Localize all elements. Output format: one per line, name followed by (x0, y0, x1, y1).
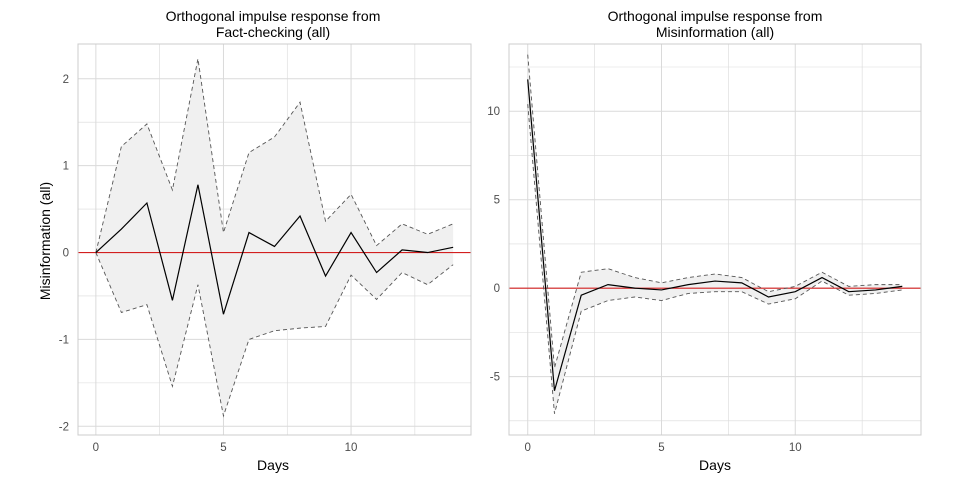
series-layer (527, 54, 903, 414)
series-layer (95, 58, 454, 418)
x-tick-label: 0 (525, 442, 531, 454)
x-tick-labels: 0 5 10 (93, 442, 358, 454)
x-tick-label: 10 (789, 442, 802, 454)
y-tick-label: 2 (63, 74, 69, 86)
lower-bound-line (95, 252, 454, 418)
y-tick-labels: -5 0 5 10 (487, 106, 500, 383)
lower-bound-line (527, 104, 903, 414)
chart-title-line-2: Fact-checking (all) (216, 24, 330, 40)
y-tick-label: -2 (59, 421, 69, 433)
x-tick-label: 10 (345, 442, 358, 454)
chart-title-line-1: Orthogonal impulse response from (608, 8, 823, 24)
grid (509, 44, 921, 435)
impulse-response-line (95, 184, 454, 315)
panel-frame (508, 43, 922, 436)
y-tick-label: 1 (63, 161, 69, 173)
y-tick-label: -1 (59, 334, 69, 346)
panel-border (77, 43, 472, 436)
x-axis-title: Days (257, 457, 289, 473)
y-tick-labels: -2 -1 0 1 2 (59, 74, 69, 434)
y-tick-label: 10 (487, 106, 500, 118)
x-tick-label: 0 (93, 442, 99, 454)
y-tick-label: 0 (63, 248, 69, 260)
panel-border (508, 43, 922, 436)
chart-panel-fact-checking: Orthogonal impulse response from Fact-ch… (37, 8, 472, 473)
chart-title-line-2: Misinformation (all) (656, 24, 774, 40)
x-tick-label: 5 (220, 442, 226, 454)
y-tick-label: 0 (494, 283, 500, 295)
x-tick-label: 5 (658, 442, 664, 454)
y-tick-label: -5 (490, 372, 500, 384)
confidence-band-area (527, 54, 903, 414)
confidence-band (95, 58, 454, 416)
chart-panel-misinformation: Orthogonal impulse response from Misinfo… (487, 8, 922, 473)
impulse-response-line (527, 79, 903, 391)
upper-bound-line (527, 54, 903, 368)
confidence-band (527, 54, 903, 414)
x-axis-title: Days (699, 457, 731, 473)
y-tick-label: 5 (494, 195, 500, 207)
x-tick-labels: 0 5 10 (525, 442, 802, 454)
chart-title-line-1: Orthogonal impulse response from (166, 8, 381, 24)
y-axis-title: Misinformation (all) (37, 182, 53, 300)
panel-frame (77, 43, 472, 436)
upper-bound-line (95, 58, 454, 253)
confidence-band-area (95, 58, 454, 416)
